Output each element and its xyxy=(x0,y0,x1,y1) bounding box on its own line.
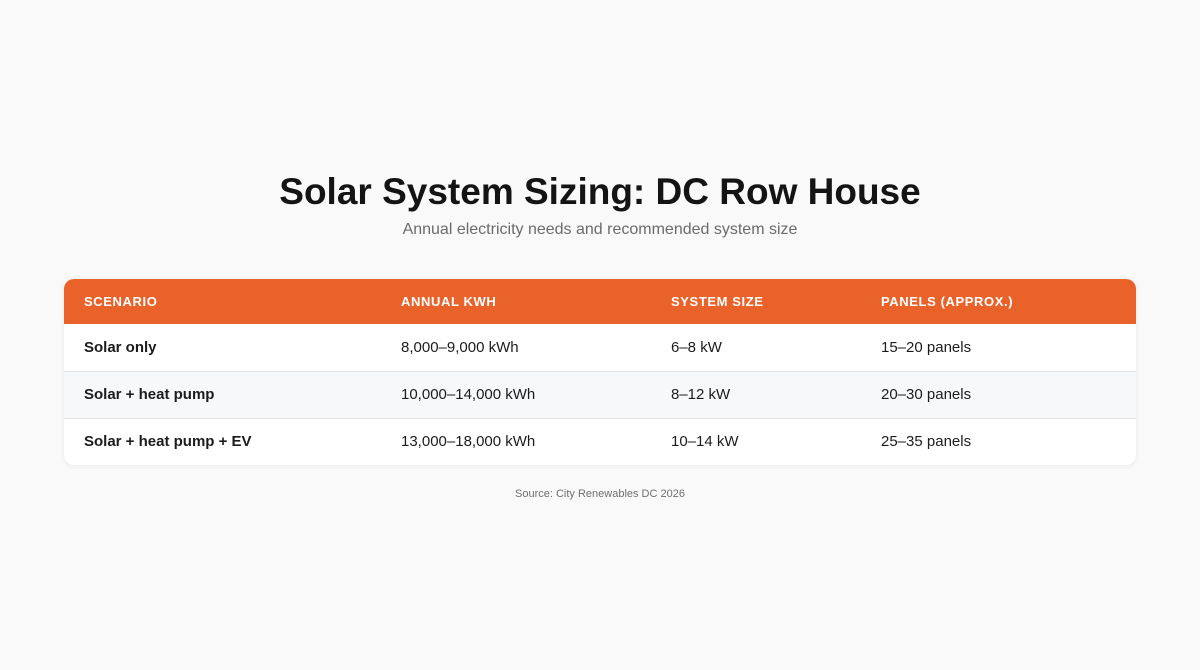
cell-panels: 15–20 panels xyxy=(881,338,972,356)
column-header-panels: PANELS (APPROX.) xyxy=(881,294,1014,309)
cell-scenario: Solar + heat pump + EV xyxy=(84,433,252,451)
cell-system-size: 10–14 kW xyxy=(671,433,739,451)
page-subtitle: Annual electricity needs and recommended… xyxy=(402,221,798,238)
table-header: SCENARIO ANNUAL KWH SYSTEM SIZE PANELS (… xyxy=(64,279,1136,324)
cell-annual-kwh: 13,000–18,000 kWh xyxy=(401,433,536,451)
sizing-table: SCENARIO ANNUAL KWH SYSTEM SIZE PANELS (… xyxy=(64,279,1136,465)
table-row: Solar only 8,000–9,000 kWh 6–8 kW 15–20 … xyxy=(64,324,1136,371)
table-row: Solar + heat pump + EV 13,000–18,000 kWh… xyxy=(64,418,1136,465)
table-body: Solar only 8,000–9,000 kWh 6–8 kW 15–20 … xyxy=(64,324,1136,465)
column-header-scenario: SCENARIO xyxy=(84,294,158,309)
cell-panels: 25–35 panels xyxy=(881,433,972,451)
column-header-system-size: SYSTEM SIZE xyxy=(671,294,764,309)
column-header-annual-kwh: ANNUAL KWH xyxy=(401,294,497,309)
cell-annual-kwh: 8,000–9,000 kWh xyxy=(401,338,519,356)
cell-annual-kwh: 10,000–14,000 kWh xyxy=(401,386,536,403)
sizing-table-card: SCENARIO ANNUAL KWH SYSTEM SIZE PANELS (… xyxy=(64,279,1136,465)
cell-system-size: 8–12 kW xyxy=(671,386,731,403)
source-note: Source: City Renewables DC 2026 xyxy=(515,488,685,500)
cell-scenario: Solar only xyxy=(84,338,157,356)
table-row: Solar + heat pump 10,000–14,000 kWh 8–12… xyxy=(64,371,1136,418)
page-title: Solar System Sizing: DC Row House xyxy=(279,171,921,212)
cell-scenario: Solar + heat pump xyxy=(84,386,215,403)
cell-panels: 20–30 panels xyxy=(881,386,972,403)
table-header-row: SCENARIO ANNUAL KWH SYSTEM SIZE PANELS (… xyxy=(64,279,1136,324)
cell-system-size: 6–8 kW xyxy=(671,338,722,356)
